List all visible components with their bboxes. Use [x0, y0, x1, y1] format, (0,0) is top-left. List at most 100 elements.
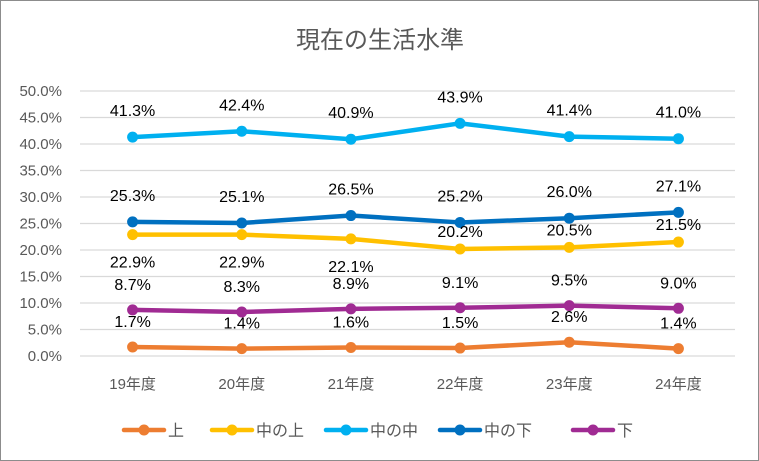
data-point — [563, 131, 575, 143]
data-label: 2.6% — [551, 309, 587, 326]
y-tick-label: 45.0% — [19, 110, 62, 127]
series-line-0 — [132, 339, 679, 351]
x-tick-label: 20年度 — [218, 376, 265, 393]
legend-label: 上 — [168, 422, 184, 440]
legend-item: 下 — [570, 423, 633, 440]
series-line-2 — [132, 121, 679, 142]
y-tick-label: 50.0% — [19, 83, 62, 100]
y-tick-label: 10.0% — [19, 295, 62, 312]
data-label: 43.9% — [437, 89, 482, 106]
y-tick-label: 35.0% — [19, 163, 62, 180]
x-tick-label: 19年度 — [109, 376, 156, 393]
data-label: 9.0% — [660, 275, 696, 292]
data-label: 41.0% — [656, 105, 701, 122]
x-tick-label: 21年度 — [328, 376, 375, 393]
data-label: 40.9% — [328, 105, 373, 122]
data-point — [672, 302, 684, 314]
data-point — [454, 117, 466, 129]
data-point — [345, 342, 357, 354]
data-point — [345, 210, 357, 222]
data-point — [127, 304, 139, 316]
legend-marker — [340, 424, 352, 436]
y-tick-label: 5.0% — [28, 322, 62, 339]
data-label: 22.9% — [110, 255, 155, 272]
data-label: 1.7% — [114, 314, 150, 331]
data-point — [236, 229, 248, 241]
legend-label: 中の中 — [370, 422, 418, 440]
legend-marker — [226, 424, 238, 436]
data-point — [563, 241, 575, 253]
data-point — [454, 216, 466, 228]
data-label: 22.1% — [328, 259, 373, 276]
legend-item: 中の中 — [323, 422, 418, 440]
series-line-4 — [132, 303, 679, 315]
x-tick-label: 23年度 — [546, 376, 593, 393]
data-point — [563, 336, 575, 348]
y-tick-label: 0.0% — [28, 348, 62, 365]
data-point — [454, 243, 466, 255]
data-label: 1.4% — [660, 316, 696, 333]
data-label: 25.1% — [219, 189, 264, 206]
data-point — [563, 300, 575, 312]
data-label: 8.7% — [114, 277, 150, 294]
data-point — [236, 343, 248, 355]
data-point — [236, 306, 248, 318]
legend-item: 中の下 — [437, 422, 532, 440]
x-tick-label: 22年度 — [437, 376, 484, 393]
data-label: 20.5% — [547, 222, 592, 239]
data-label: 41.4% — [547, 103, 592, 120]
legend-label: 下 — [617, 423, 633, 440]
data-label: 9.5% — [551, 273, 587, 290]
data-point — [672, 236, 684, 248]
data-label: 27.1% — [656, 178, 701, 195]
data-point — [672, 343, 684, 355]
data-point — [345, 233, 357, 245]
data-point — [236, 217, 248, 229]
data-point — [672, 206, 684, 218]
data-point — [563, 212, 575, 224]
data-point — [345, 133, 357, 145]
data-label: 21.5% — [656, 217, 701, 234]
data-point — [672, 133, 684, 145]
y-tick-label: 25.0% — [19, 216, 62, 233]
data-label: 42.4% — [219, 97, 264, 114]
data-point — [454, 302, 466, 314]
y-tick-label: 30.0% — [19, 189, 62, 206]
legend-marker — [454, 424, 466, 436]
data-point — [454, 342, 466, 354]
data-label: 25.2% — [437, 188, 482, 205]
legend-marker — [587, 424, 599, 436]
data-point — [127, 229, 139, 241]
data-point — [236, 125, 248, 137]
y-tick-label: 20.0% — [19, 242, 62, 259]
data-label: 1.4% — [224, 316, 260, 333]
data-label: 1.6% — [333, 315, 369, 332]
data-point — [127, 341, 139, 353]
y-tick-label: 40.0% — [19, 136, 62, 153]
legend-item: 中の上 — [209, 422, 304, 440]
series-line-3 — [132, 210, 679, 226]
data-label: 20.2% — [437, 224, 482, 241]
legend-item: 上 — [121, 422, 184, 440]
data-label: 1.5% — [442, 315, 478, 332]
legend-label: 中の上 — [256, 422, 304, 440]
data-label: 9.1% — [442, 275, 478, 292]
data-label: 26.0% — [547, 184, 592, 201]
data-label: 26.5% — [328, 182, 373, 199]
data-point — [127, 216, 139, 228]
x-tick-label: 24年度 — [655, 376, 702, 393]
data-label: 8.3% — [224, 279, 260, 296]
y-tick-label: 15.0% — [19, 269, 62, 286]
data-label: 25.3% — [110, 188, 155, 205]
series-line-1 — [132, 232, 679, 252]
data-label: 41.3% — [110, 103, 155, 120]
data-point — [345, 303, 357, 315]
data-point — [127, 131, 139, 143]
legend-label: 中の下 — [484, 422, 532, 440]
data-label: 8.9% — [333, 276, 369, 293]
chart-title: 現在の生活水準 — [296, 27, 464, 54]
legend-marker — [138, 424, 150, 436]
data-label: 22.9% — [219, 255, 264, 272]
